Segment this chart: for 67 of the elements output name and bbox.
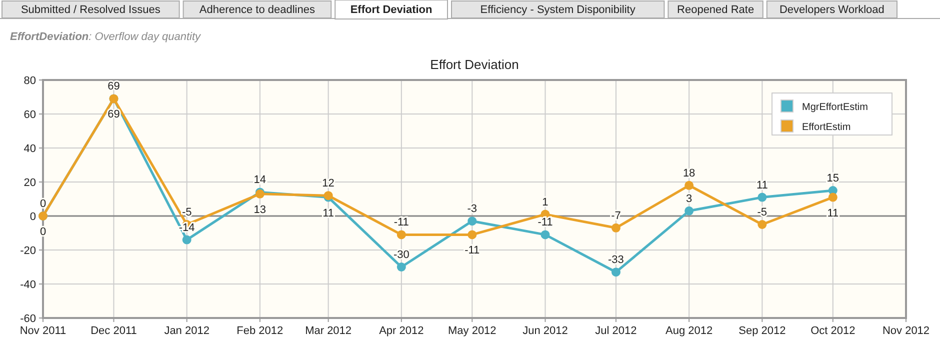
point — [611, 223, 620, 232]
x-tick-label: Nov 2011 — [20, 325, 66, 337]
x-tick-label: Jul 2012 — [595, 325, 637, 337]
data-label: -11 — [538, 216, 553, 229]
data-label: -5 — [757, 206, 768, 218]
x-tick-label: Feb 2012 — [236, 325, 284, 337]
point — [468, 230, 477, 240]
point — [684, 180, 694, 190]
y-tick-label: 0 — [30, 211, 36, 223]
point — [182, 235, 192, 244]
data-label: -3 — [467, 203, 478, 216]
data-label: 69 — [108, 108, 120, 121]
data-label: 69 — [108, 80, 120, 93]
data-label: 13 — [254, 204, 266, 216]
y-tick-label: -40 — [20, 279, 36, 291]
point — [468, 216, 477, 226]
y-tick-label: -60 — [20, 313, 36, 325]
data-label: -30 — [393, 249, 410, 261]
data-label: 15 — [826, 172, 840, 184]
x-tick-label: Jan 2012 — [164, 325, 210, 337]
data-label: -11 — [464, 244, 480, 257]
text: Efficiency - System Disponibility — [480, 4, 636, 16]
point — [540, 230, 550, 240]
legend-label: MgrEffortEstim — [802, 102, 868, 113]
x-tick-label: Apr 2012 — [379, 325, 424, 337]
point — [758, 220, 767, 229]
data-label: -5 — [182, 206, 192, 218]
data-label: 14 — [254, 174, 266, 186]
text: Effort Deviation — [350, 4, 433, 16]
text: Submitted / Resolved Issues — [20, 4, 161, 16]
point — [396, 230, 406, 240]
text: Developers Workload — [779, 4, 884, 16]
x-tick-label: Sep 2012 — [738, 325, 786, 337]
point — [828, 192, 838, 202]
y-tick-label: 60 — [24, 109, 36, 121]
x-tick-label: Oct 2012 — [810, 325, 856, 337]
chart-title: Effort Deviation — [430, 57, 519, 72]
data-label: 11 — [756, 179, 768, 192]
data-label: -11 — [394, 216, 409, 229]
chart-subtitle: EffortDeviation: Overflow day quantity — [10, 31, 202, 43]
x-tick-label: May 2012 — [448, 325, 496, 337]
point — [758, 192, 767, 202]
data-label: 0 — [40, 226, 46, 238]
x-tick-label: Aug 2012 — [666, 325, 713, 337]
point — [396, 262, 406, 272]
data-label: 1 — [542, 196, 548, 208]
point — [611, 268, 620, 277]
x-tick-label: Nov 2012 — [882, 325, 930, 337]
y-tick-label: 80 — [24, 75, 36, 87]
text: Reopened Rate — [677, 4, 754, 16]
x-tick-label: Dec 2011 — [90, 325, 137, 337]
y-tick-label: -20 — [20, 245, 36, 257]
data-label: 3 — [686, 192, 692, 205]
y-tick-label: 20 — [24, 177, 36, 189]
data-label: 11 — [322, 207, 334, 220]
data-label: 11 — [827, 207, 839, 220]
data-label: -33 — [608, 254, 624, 266]
data-label: 18 — [682, 167, 696, 180]
point — [684, 206, 694, 216]
y-tick-label: 40 — [24, 143, 36, 155]
data-label: 0 — [40, 198, 46, 210]
text: Adherence to deadlines — [199, 4, 316, 16]
data-label: 12 — [322, 178, 334, 190]
legend-label: EffortEstim — [802, 122, 851, 133]
data-label: -7 — [611, 210, 621, 222]
x-tick-label: Mar 2012 — [305, 325, 352, 337]
x-tick-label: Jun 2012 — [522, 325, 568, 337]
